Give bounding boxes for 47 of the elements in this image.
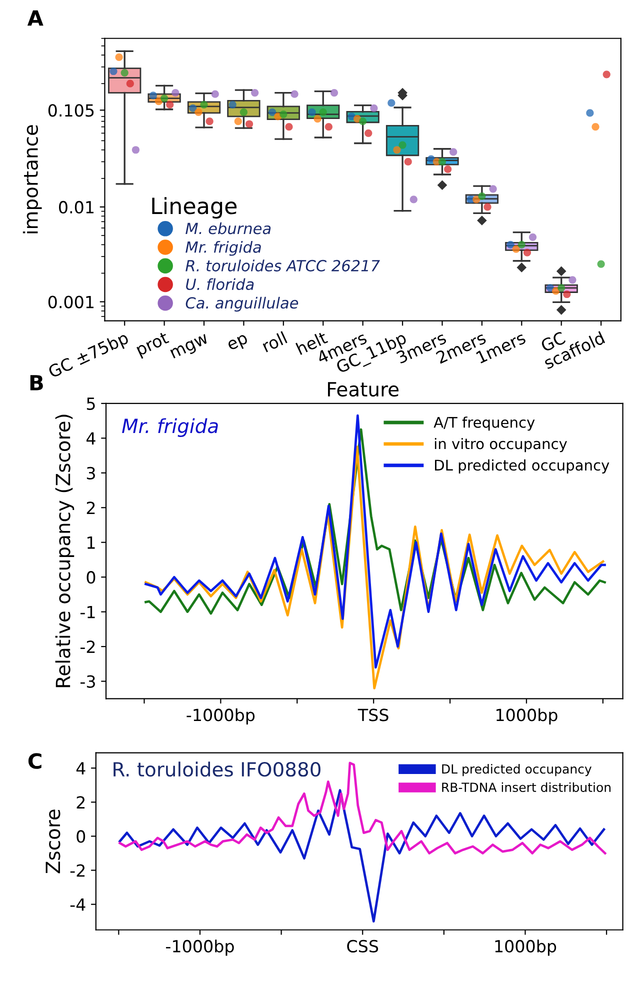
x-tick-label: ep	[227, 334, 250, 354]
y-tick-label: 2	[76, 796, 85, 808]
y-axis-title: importance	[22, 125, 42, 234]
text: C	[28, 753, 42, 769]
y-tick-label: 4	[76, 762, 86, 774]
x-tick-label: -1000bp	[166, 940, 234, 956]
y-tick-label: 4	[86, 432, 96, 444]
legend-label: Ca. anguillulae	[186, 296, 298, 312]
legend-label: Mr. frigida	[186, 241, 261, 256]
y-tick-label: -2	[70, 864, 85, 877]
y-tick-label: 1	[88, 536, 95, 549]
y-tick-label: -1	[80, 606, 95, 618]
y-tick-label: 0	[76, 830, 86, 843]
x-tick-label: 1000bp	[495, 940, 556, 956]
y-tick-label: 3	[86, 466, 95, 480]
y-tick-label: -4	[70, 898, 86, 911]
legend-label: DL predicted occupancy	[442, 764, 592, 776]
legend-label: in vitro occupancy	[434, 438, 567, 452]
x-tick-label: prot	[135, 332, 171, 359]
x-tick-label: mgw	[170, 334, 210, 362]
y-tick-label: 0.01	[59, 200, 94, 214]
legend-label: RB-TDNA insert distribution	[442, 782, 610, 792]
x-tick-label: roll	[261, 331, 288, 353]
legend-label: R. toruloides ATCC 26217	[186, 260, 380, 272]
annotation: Mr. frigida	[122, 418, 218, 438]
y-tick-label: 0.001	[48, 296, 94, 308]
x-tick-label: CSS	[347, 940, 378, 953]
y-axis-title: Relative occupancy (Zscore)	[55, 414, 74, 688]
y-tick-label: 0	[86, 571, 96, 584]
x-tick-label: -1000bp	[186, 708, 255, 724]
legend-label: DL predicted occupancy	[435, 459, 610, 474]
y-tick-label: 2	[86, 502, 95, 514]
legend-label: A/T frequency	[434, 416, 535, 431]
x-tick-label: TSS	[358, 708, 388, 722]
legend-title: Lineage	[152, 197, 237, 219]
x-axis-title: Feature	[328, 382, 399, 397]
y-tick-label: 5	[86, 398, 95, 410]
x-tick-label: 1000bp	[496, 708, 558, 724]
y-axis-title: Zscore	[46, 810, 60, 874]
text: A	[27, 10, 44, 26]
legend-label: U. florida	[186, 278, 254, 290]
y-tick-label: 0.105	[48, 104, 94, 117]
annotation: R. toruloides IFO0880	[114, 762, 320, 777]
legend-label: M. eburnea	[186, 222, 271, 234]
y-tick-label: -2	[80, 640, 95, 653]
text: B	[30, 375, 43, 390]
y-tick-label: -3	[80, 675, 95, 688]
